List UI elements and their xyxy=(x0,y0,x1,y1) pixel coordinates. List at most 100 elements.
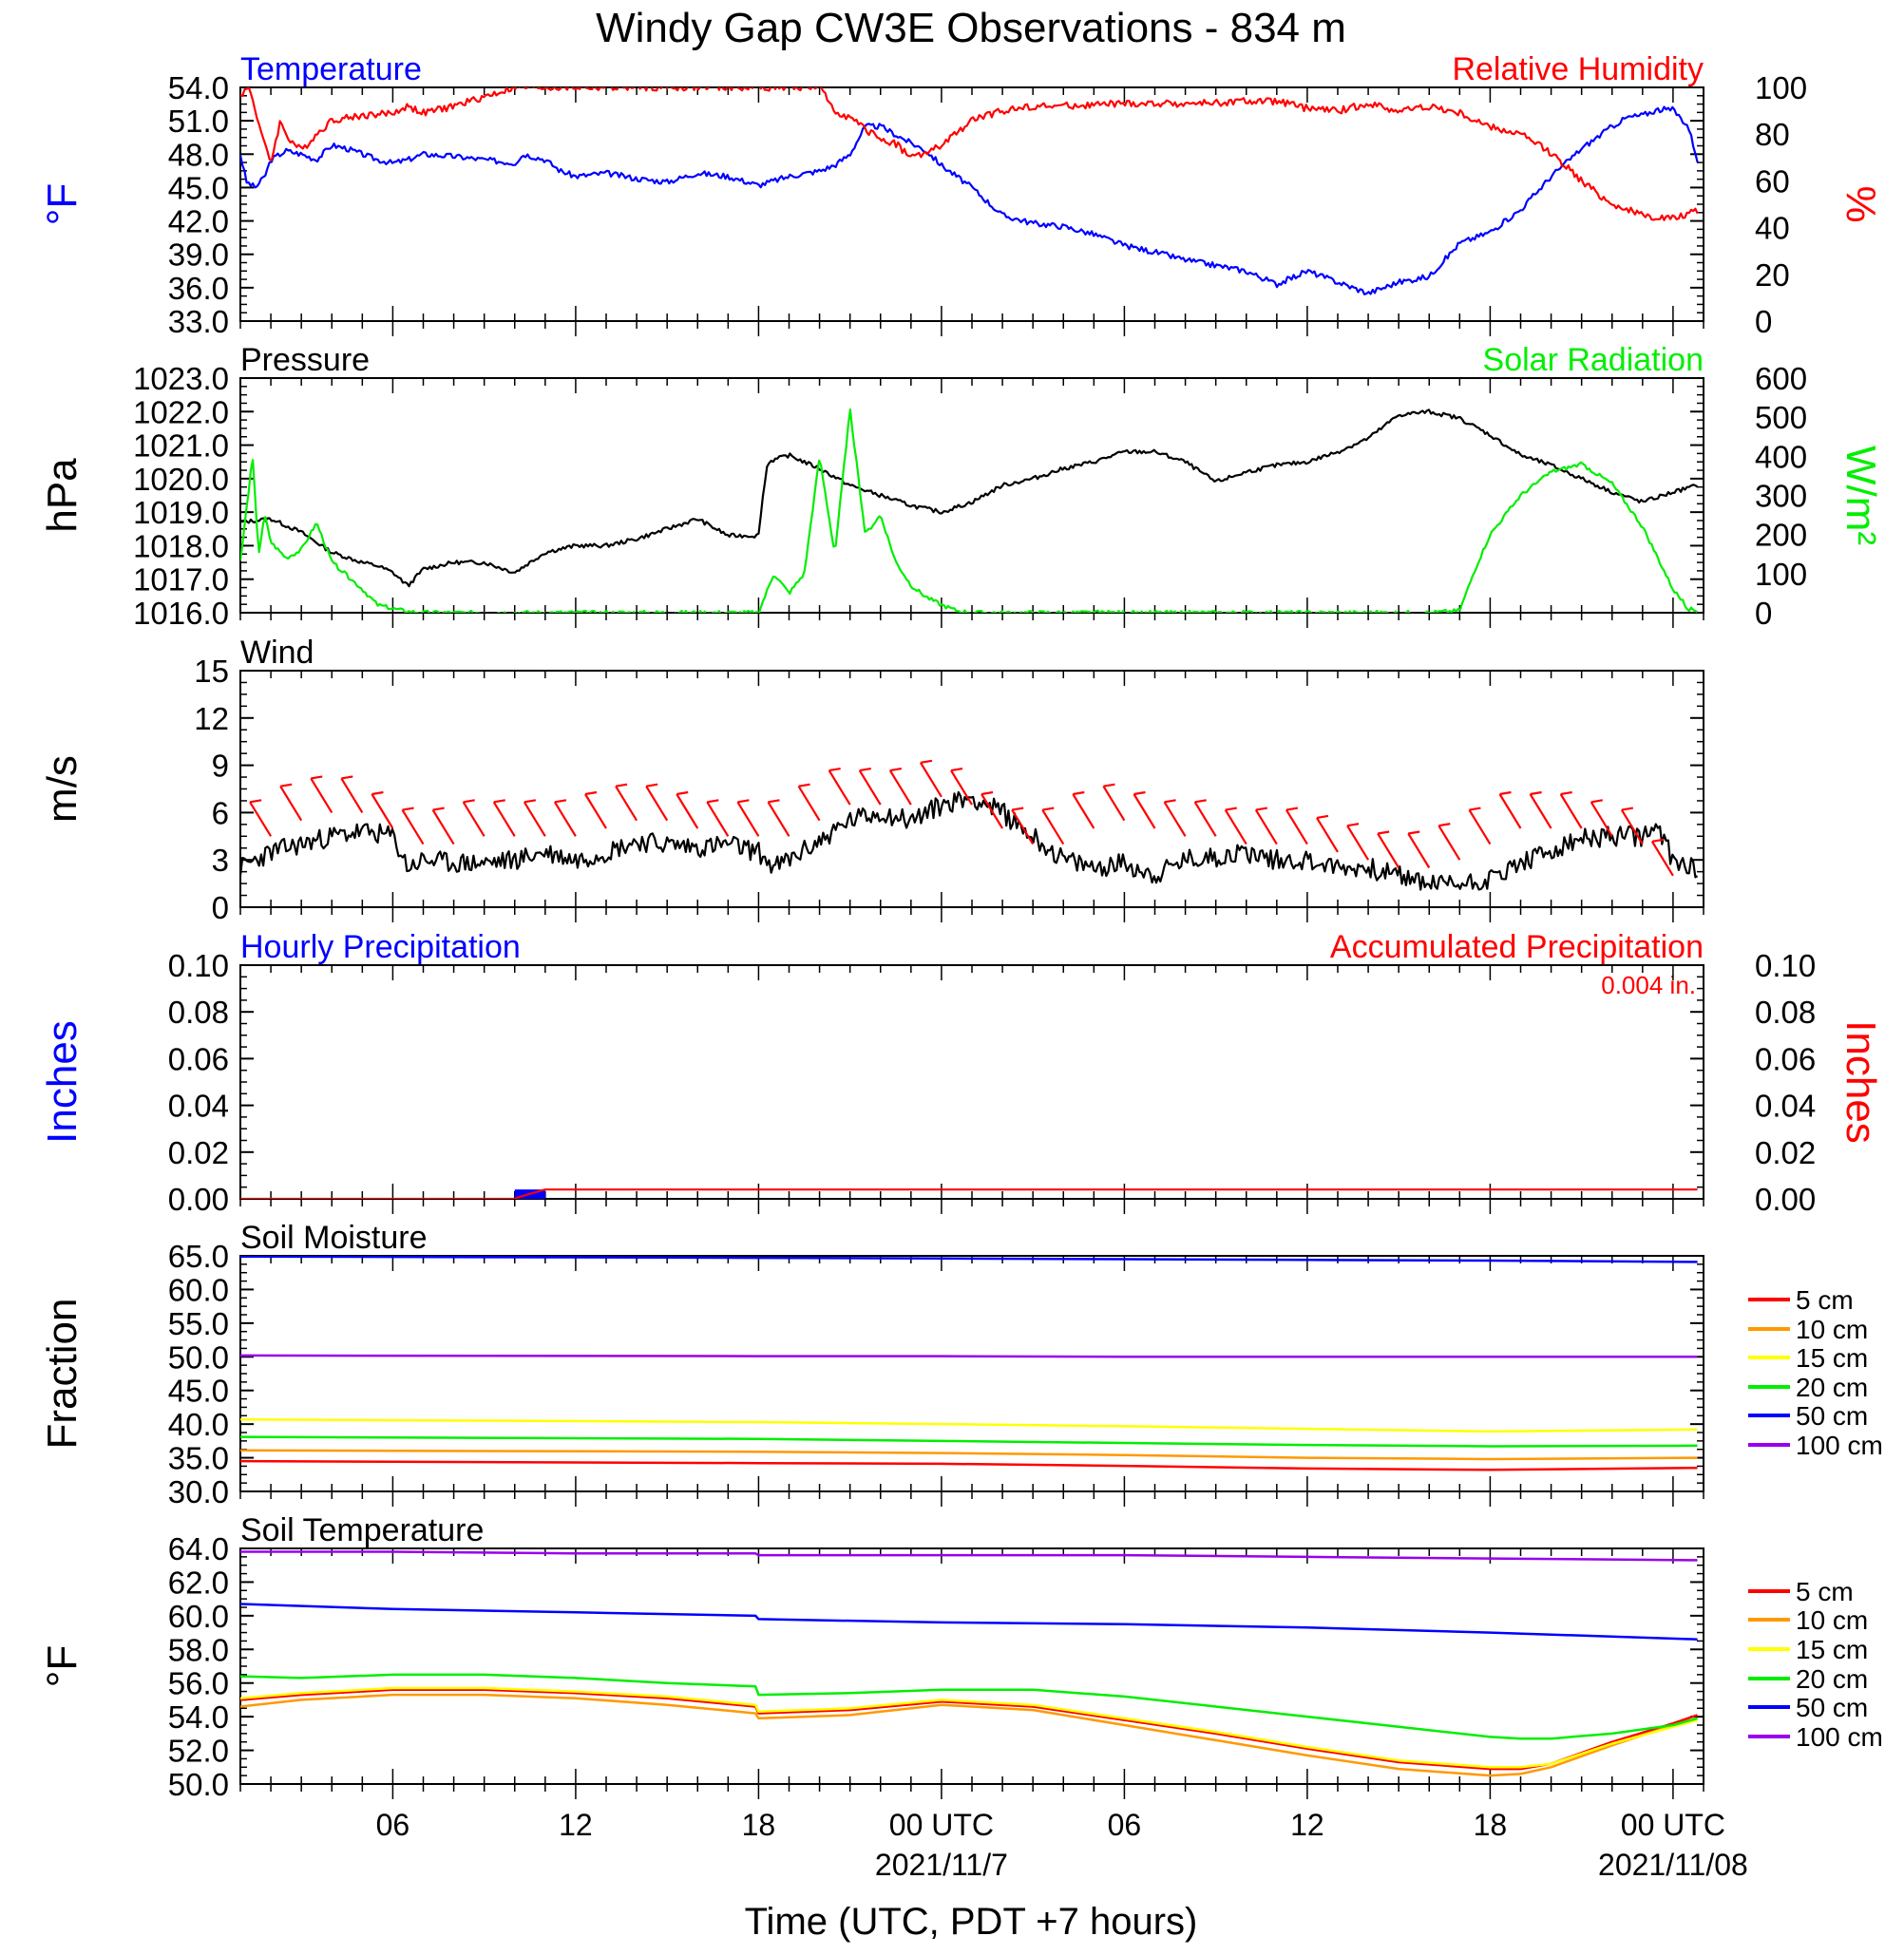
y-tick-label-right: 0 xyxy=(1755,304,1772,339)
y-tick-label: 0 xyxy=(212,890,229,925)
wind-barb-staff xyxy=(1163,801,1187,837)
y-axis-label: m/s xyxy=(39,755,86,823)
legend-label: 5 cm xyxy=(1796,1285,1854,1315)
y-tick-label: 1019.0 xyxy=(133,495,229,530)
wind-barb xyxy=(797,783,821,822)
wind-barb-staff xyxy=(1316,817,1339,853)
y-tick-label: 64.0 xyxy=(168,1531,229,1566)
wind-barb-staff xyxy=(1438,825,1461,861)
wind-barb-staff xyxy=(1254,809,1278,845)
y-tick-label-right: 0.08 xyxy=(1755,995,1816,1030)
y-axis-label-right: Inches xyxy=(1837,1020,1884,1144)
panel-annotation: 0.004 in. xyxy=(1601,971,1696,999)
x-tick-label: 18 xyxy=(1474,1808,1508,1842)
y-tick-label: 0.10 xyxy=(168,948,229,983)
wind-barb-flag xyxy=(615,783,628,788)
wind-barb-flag xyxy=(1590,799,1603,804)
wind-barb xyxy=(310,775,333,813)
wind-barb-flag xyxy=(1011,807,1024,811)
panel-pressure_solar: Pressure Solar Radiation 1023.01022.01021.… xyxy=(39,342,1884,631)
wind-barb-staff xyxy=(1407,832,1431,869)
wind-barb-flag xyxy=(768,799,780,804)
series-line-15-cm xyxy=(240,1686,1698,1769)
y-tick-label: 1020.0 xyxy=(133,462,229,497)
wind-barb-staff xyxy=(1133,793,1156,829)
panel-right-title: Accumulated Precipitation xyxy=(1330,929,1704,965)
legend-label: 10 cm xyxy=(1796,1315,1868,1344)
wind-barb xyxy=(371,790,394,829)
y-tick-label: 6 xyxy=(212,795,229,830)
wind-barb xyxy=(431,807,455,845)
wind-barb-flag xyxy=(311,775,323,780)
y-tick-label: 50.0 xyxy=(168,1339,229,1375)
x-tick-label: 12 xyxy=(559,1808,593,1842)
wind-barb-flag xyxy=(463,799,475,804)
wind-barb-staff xyxy=(1346,825,1370,861)
wind-barb-flag xyxy=(402,807,414,811)
panel-precip: Hourly Precipitation Accumulated Precipit… xyxy=(39,929,1884,1217)
wind-barb xyxy=(249,799,273,837)
wind-barb-staff xyxy=(523,801,546,837)
x-tick-label: 00 UTC xyxy=(889,1808,994,1842)
data-layer xyxy=(240,1256,1698,1471)
wind-barb-flag xyxy=(493,799,505,804)
wind-barb xyxy=(706,799,730,837)
y-tick-label: 12 xyxy=(194,701,229,736)
wind-barb-flag xyxy=(950,768,963,772)
x-date-label: 2021/11/08 xyxy=(1598,1848,1748,1882)
wind-barb-staff xyxy=(462,801,486,837)
wind-barb xyxy=(1254,807,1278,845)
panel-temp_rh: Temperature Relative Humidity 54.051.048.0… xyxy=(39,51,1884,339)
panel-frame xyxy=(239,1255,1704,1492)
wind-barb xyxy=(1498,790,1522,829)
wind-barb-staff xyxy=(1650,841,1674,877)
y-tick-label: 40.0 xyxy=(168,1407,229,1442)
y-tick-label: 9 xyxy=(212,749,229,784)
y-tick-label: 39.0 xyxy=(168,237,229,273)
wind-barb-staff xyxy=(1011,809,1035,845)
y-tick-label: 1023.0 xyxy=(133,361,229,396)
series-line-0 xyxy=(240,105,1699,295)
wind-barb-staff xyxy=(1285,809,1308,845)
y-axis-label: hPa xyxy=(39,458,86,533)
data-layer xyxy=(240,1550,1699,1777)
wind-barb-staff xyxy=(797,786,821,822)
wind-barb-flag xyxy=(981,790,994,796)
wind-barb-flag xyxy=(1377,830,1390,835)
chart-title: Windy Gap CW3E Observations - 834 m xyxy=(596,5,1346,51)
wind-barb xyxy=(279,783,303,822)
y-tick-label-right: 0.04 xyxy=(1755,1089,1816,1124)
y-tick-label-right: 100 xyxy=(1755,70,1807,105)
x-axis: 06 12 18 00 UTC 2021/11/7 06 12 18 00 UTC 2021/11… xyxy=(376,1808,1748,1882)
wind-barb xyxy=(981,790,1004,829)
wind-barb xyxy=(1011,807,1035,845)
legend-label: 50 cm xyxy=(1796,1401,1868,1431)
wind-barb-staff xyxy=(1468,809,1492,845)
wind-barb-staff xyxy=(1377,832,1400,869)
wind-barb-flag xyxy=(1530,790,1542,796)
wind-barb-flag xyxy=(371,790,384,796)
y-tick-label: 33.0 xyxy=(168,304,229,339)
y-tick-label-right: 400 xyxy=(1755,439,1807,474)
y-tick-label-right: 500 xyxy=(1755,400,1807,435)
wind-barb-staff xyxy=(492,801,516,837)
data-layer xyxy=(240,408,1699,613)
y-tick-label-right: 0 xyxy=(1755,596,1772,631)
wind-barb xyxy=(1224,807,1247,845)
wind-barb xyxy=(1316,814,1339,853)
wind-barb-staff xyxy=(767,801,790,837)
wind-barb-staff xyxy=(858,769,882,806)
panels: Temperature Relative Humidity54.051.048.0… xyxy=(39,51,1884,1802)
y-tick-label: 1016.0 xyxy=(133,596,229,631)
y-tick-label: 48.0 xyxy=(168,137,229,172)
wind-barb-staff xyxy=(736,801,760,837)
y-axis-label: °F xyxy=(39,1645,86,1687)
wind-barb xyxy=(767,799,790,837)
wind-barb-flag xyxy=(707,799,719,804)
wind-barb-staff xyxy=(1041,809,1065,845)
wind-barb-staff xyxy=(1529,793,1552,829)
y-tick-label: 60.0 xyxy=(168,1272,229,1307)
wind-barb-flag xyxy=(1103,783,1115,788)
wind-barb xyxy=(1133,790,1156,829)
legend-label: 15 cm xyxy=(1796,1343,1868,1373)
